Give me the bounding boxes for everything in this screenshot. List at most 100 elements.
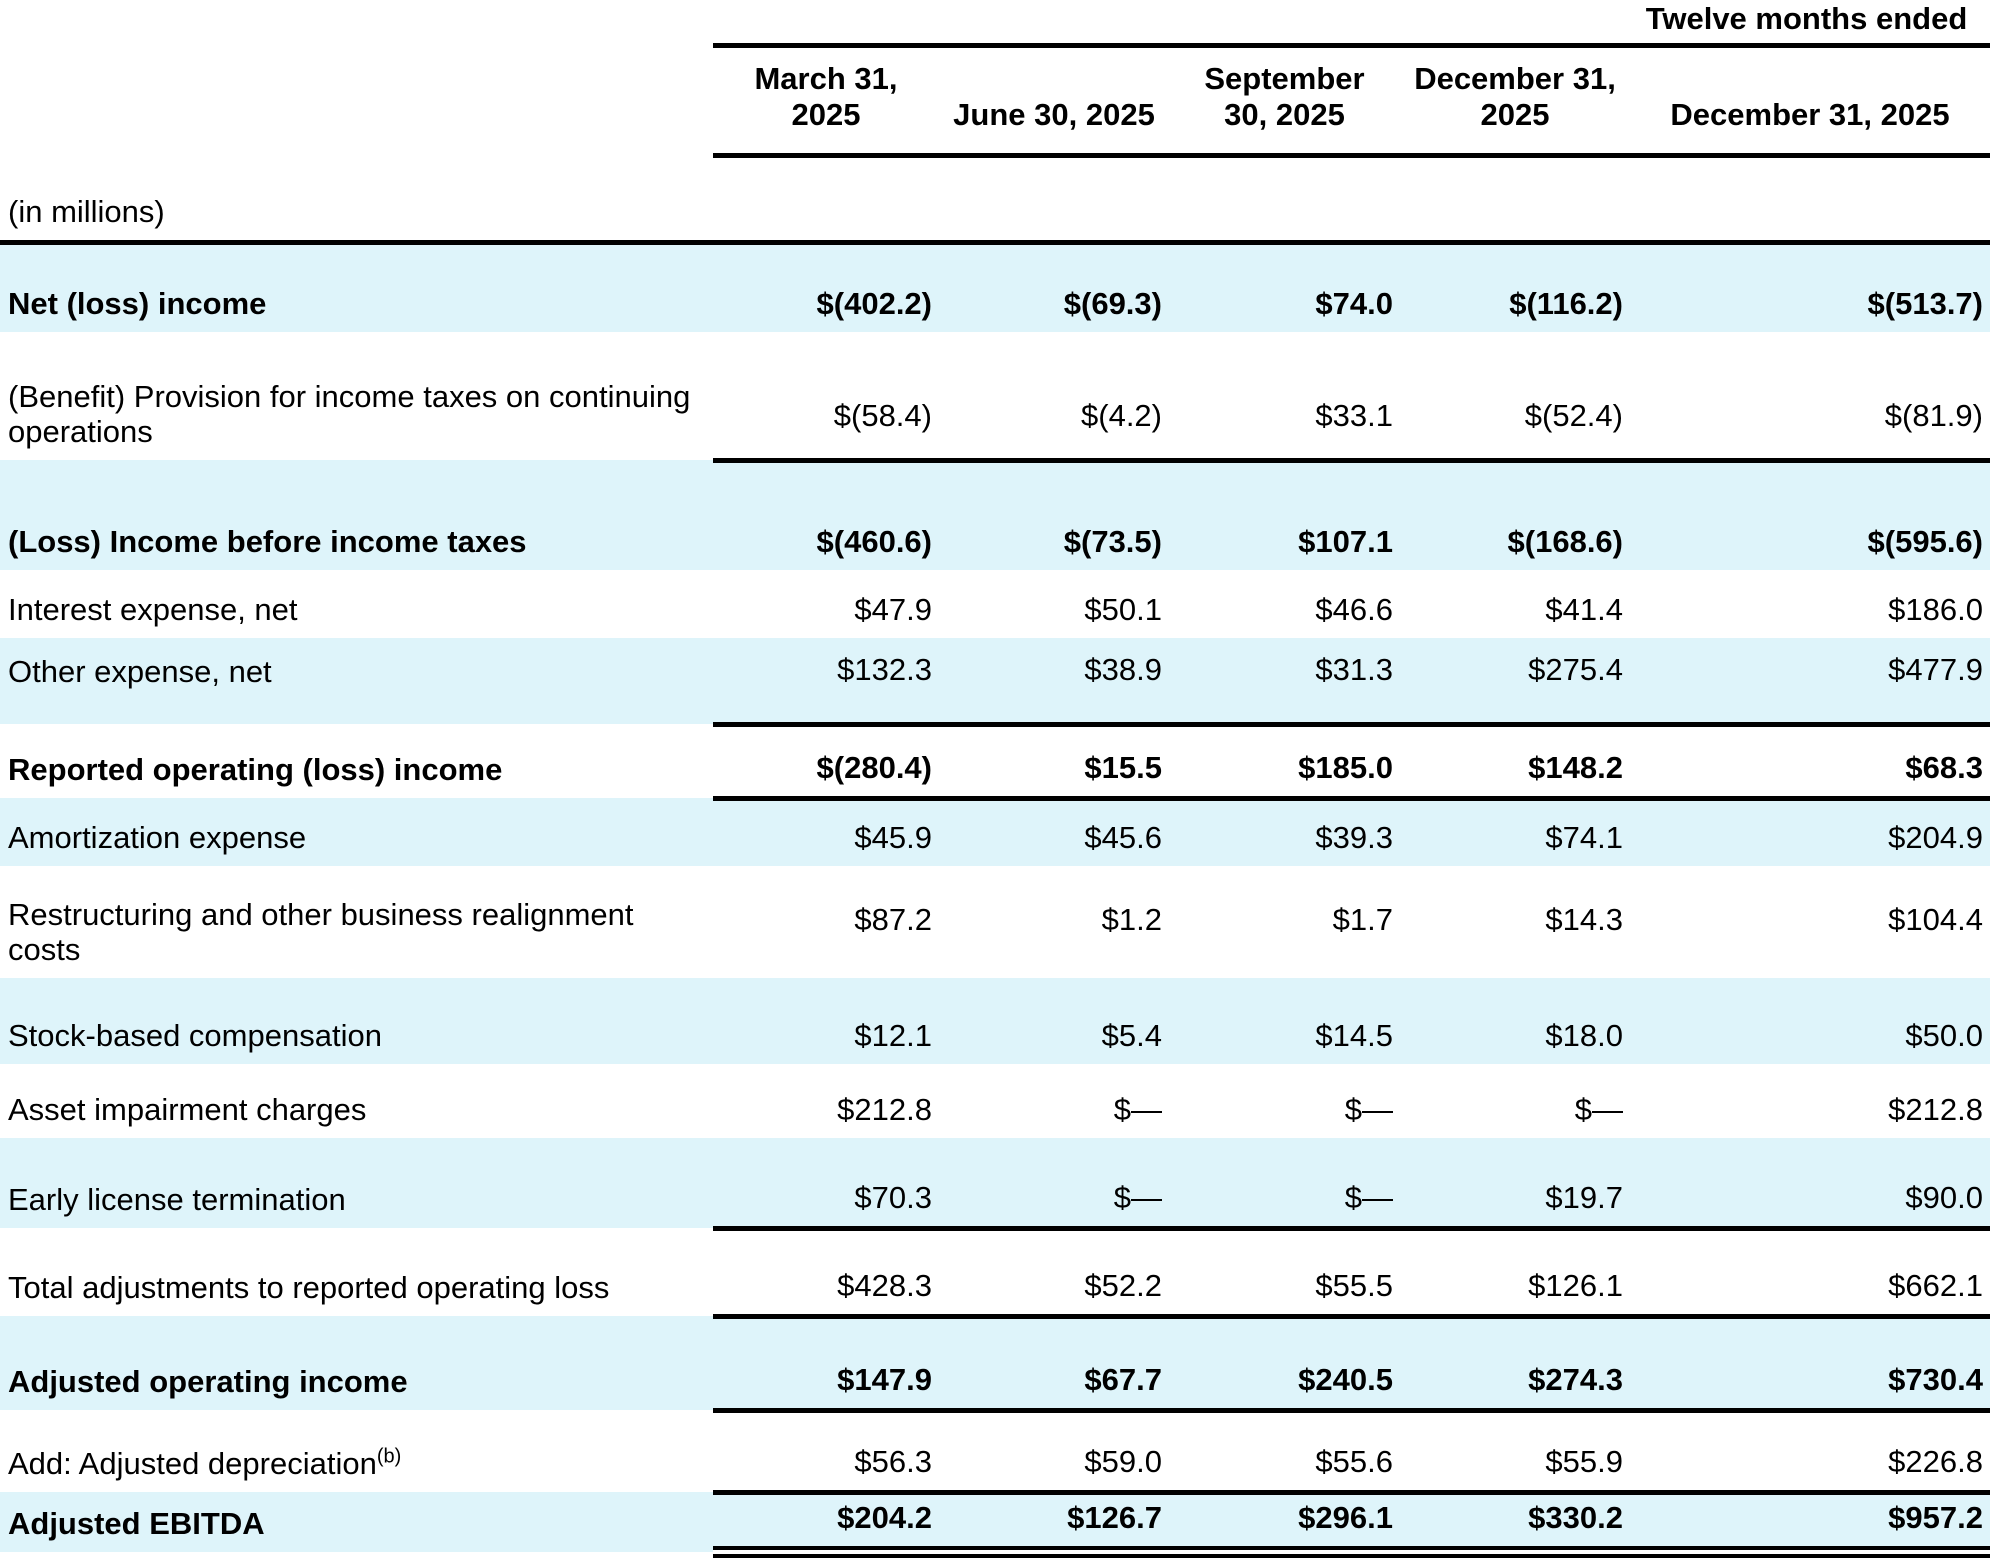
value-cell: $(168.6) xyxy=(1400,460,1630,570)
column-header-march: March 31, 2025 xyxy=(713,45,939,158)
value-cell: $90.0 xyxy=(1630,1138,1990,1231)
value-cell: $56.3 xyxy=(713,1410,939,1495)
row-label: Early license termination xyxy=(0,1138,713,1228)
row-label: Amortization expense xyxy=(0,798,713,866)
value-cell: $— xyxy=(1113,1092,1162,1128)
value-cell: $— xyxy=(939,1138,1169,1231)
value-cell: $45.6 xyxy=(939,798,1169,866)
value-cell: $39.3 xyxy=(1169,798,1400,866)
value-cell: $46.6 xyxy=(1315,592,1393,628)
value-cell: $— xyxy=(1169,1138,1400,1231)
row-reported-operating-loss-income: Reported operating (loss) income $(280.4… xyxy=(0,724,1990,801)
value-cell: $1.7 xyxy=(1332,902,1393,938)
row-amortization-expense: Amortization expense $45.9 $45.6 $39.3 $… xyxy=(0,798,1990,866)
value-cell: $(52.4) xyxy=(1400,332,1630,463)
value-cell: $18.0 xyxy=(1400,978,1630,1064)
value-cell: $12.1 xyxy=(713,978,939,1064)
row-label: Stock-based compensation xyxy=(0,978,713,1064)
value-cell: $74.1 xyxy=(1400,798,1630,866)
value-cell: $52.2 xyxy=(939,1228,1169,1319)
row-other-expense-net: Other expense, net $132.3 $38.9 $31.3 $2… xyxy=(0,638,1990,727)
row-label: Adjusted operating income xyxy=(0,1316,713,1410)
value-cell: $14.3 xyxy=(1545,902,1623,938)
value-cell: $107.1 xyxy=(1169,460,1400,570)
value-cell: $204.9 xyxy=(1630,798,1990,866)
row-label: (Benefit) Provision for income taxes on … xyxy=(8,378,691,450)
row-label-text: Add: Adjusted depreciation xyxy=(8,1446,377,1482)
row-adjusted-ebitda: Adjusted EBITDA $204.2 $126.7 $296.1 $33… xyxy=(0,1492,1990,1558)
value-cell: $— xyxy=(1574,1092,1623,1128)
row-adjusted-depreciation: Add: Adjusted depreciation(b) $56.3 $59.… xyxy=(0,1410,1990,1495)
value-cell: $(460.6) xyxy=(713,460,939,570)
row-benefit-provision-income-taxes: (Benefit) Provision for income taxes on … xyxy=(0,332,1990,463)
value-cell: $104.4 xyxy=(1888,902,1983,938)
value-cell: $185.0 xyxy=(1169,724,1400,801)
value-cell: $5.4 xyxy=(939,978,1169,1064)
row-label: Net (loss) income xyxy=(0,242,713,332)
value-cell: $14.5 xyxy=(1169,978,1400,1064)
footnote-marker: (b) xyxy=(376,1446,402,1469)
period-header-row: Twelve months ended xyxy=(0,0,1990,48)
row-restructuring-realignment-costs: Restructuring and other business realign… xyxy=(0,866,1990,978)
value-cell: $68.3 xyxy=(1630,724,1990,801)
column-header-row: March 31, 2025 June 30, 2025 September 3… xyxy=(0,45,1990,158)
spacer-cell xyxy=(0,45,713,155)
value-cell: $274.3 xyxy=(1400,1316,1630,1413)
value-cell: $(58.4) xyxy=(713,332,939,463)
value-cell: $67.7 xyxy=(939,1316,1169,1413)
row-total-adjustments: Total adjustments to reported operating … xyxy=(0,1228,1990,1319)
spacer-cell xyxy=(1169,0,1400,48)
value-cell: $662.1 xyxy=(1630,1228,1990,1319)
value-cell: $126.7 xyxy=(939,1492,1169,1558)
spacer-cell xyxy=(939,155,1169,245)
value-cell: $50.1 xyxy=(1084,592,1162,628)
value-cell: $33.1 xyxy=(1169,332,1400,463)
value-cell: $730.4 xyxy=(1630,1316,1990,1413)
spacer-cell xyxy=(1400,155,1630,245)
row-label: Other expense, net xyxy=(0,638,713,724)
value-cell: $296.1 xyxy=(1169,1492,1400,1558)
row-label: Interest expense, net xyxy=(8,592,298,628)
column-header-june: June 30, 2025 xyxy=(939,45,1169,158)
value-cell: $330.2 xyxy=(1400,1492,1630,1558)
value-cell: $(513.7) xyxy=(1630,242,1990,332)
row-net-loss-income: Net (loss) income $(402.2) $(69.3) $74.0… xyxy=(0,242,1990,332)
value-cell: $45.9 xyxy=(713,798,939,866)
spacer-cell xyxy=(1400,0,1630,48)
value-cell: $212.8 xyxy=(837,1092,932,1128)
value-cell: $41.4 xyxy=(1545,592,1623,628)
value-cell: $240.5 xyxy=(1169,1316,1400,1413)
value-cell: $147.9 xyxy=(713,1316,939,1413)
value-cell: $428.3 xyxy=(713,1228,939,1319)
value-cell: $87.2 xyxy=(854,902,932,938)
row-adjusted-operating-income: Adjusted operating income $147.9 $67.7 $… xyxy=(0,1316,1990,1413)
value-cell: $477.9 xyxy=(1630,638,1990,727)
value-cell: $148.2 xyxy=(1400,724,1630,801)
value-cell: $957.2 xyxy=(1630,1492,1990,1558)
value-cell: $(4.2) xyxy=(939,332,1169,463)
value-cell: $275.4 xyxy=(1400,638,1630,727)
value-cell: $226.8 xyxy=(1630,1410,1990,1495)
value-cell: $74.0 xyxy=(1169,242,1400,332)
column-header-september: September 30, 2025 xyxy=(1169,45,1400,158)
value-cell: $19.7 xyxy=(1400,1138,1630,1231)
value-cell: $(81.9) xyxy=(1630,332,1990,463)
value-cell: $55.9 xyxy=(1400,1410,1630,1495)
units-row: (in millions) xyxy=(0,155,1990,245)
spacer-cell xyxy=(713,155,939,245)
value-cell: $(280.4) xyxy=(713,724,939,801)
value-cell: $70.3 xyxy=(713,1138,939,1231)
value-cell: $50.0 xyxy=(1630,978,1990,1064)
value-cell: $204.2 xyxy=(713,1492,939,1558)
row-label: Asset impairment charges xyxy=(8,1092,367,1128)
value-cell: $(595.6) xyxy=(1630,460,1990,570)
value-cell: $132.3 xyxy=(713,638,939,727)
value-cell: $1.2 xyxy=(1101,902,1162,938)
value-cell: $15.5 xyxy=(939,724,1169,801)
value-cell: $— xyxy=(1344,1092,1393,1128)
value-cell: $126.1 xyxy=(1400,1228,1630,1319)
value-cell: $(69.3) xyxy=(939,242,1169,332)
row-stock-based-compensation: Stock-based compensation $12.1 $5.4 $14.… xyxy=(0,978,1990,1064)
row-label: Reported operating (loss) income xyxy=(8,752,503,788)
